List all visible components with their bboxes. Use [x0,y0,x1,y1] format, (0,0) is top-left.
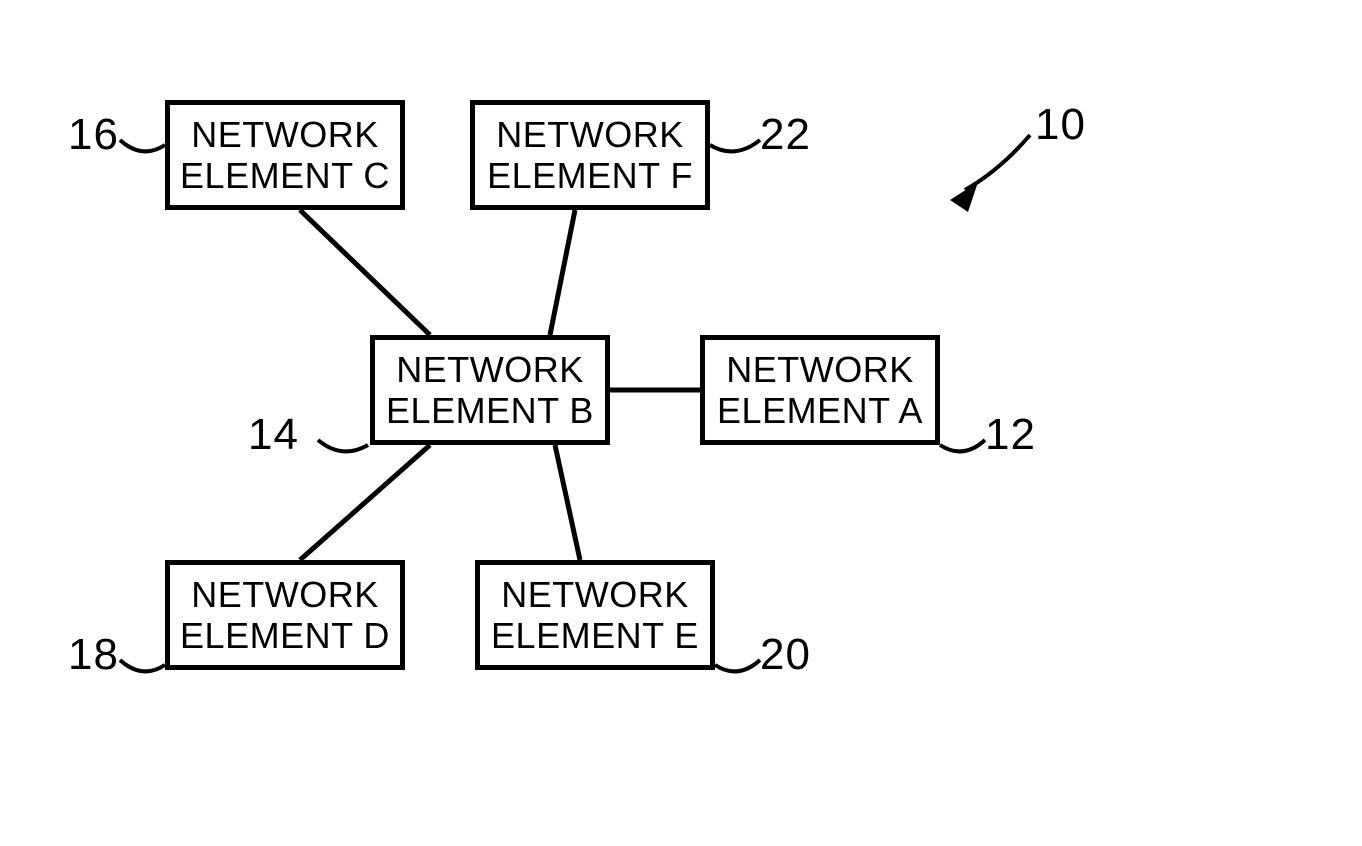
leader-22 [710,140,760,151]
ref-22: 22 [760,110,811,160]
leader-18 [120,660,165,671]
node-network-element-b: NETWORKELEMENT B [370,335,610,445]
ref-10: 10 [1035,100,1086,150]
node-network-element-d: NETWORKELEMENT D [165,560,405,670]
node-label-c: NETWORKELEMENT C [180,114,390,197]
node-network-element-c: NETWORKELEMENT C [165,100,405,210]
ref-12: 12 [985,410,1036,460]
leader-14 [318,440,368,451]
node-network-element-f: NETWORKELEMENT F [470,100,710,210]
node-label-d: NETWORKELEMENT D [180,574,390,657]
edge-b-c [300,210,430,335]
leader-16 [120,140,165,151]
edge-b-e [555,445,580,560]
leader-20 [715,660,760,671]
ref-14: 14 [248,410,299,460]
node-network-element-a: NETWORKELEMENT A [700,335,940,445]
edge-b-f [550,210,575,335]
arrowhead-10 [950,182,978,212]
node-label-f: NETWORKELEMENT F [487,114,693,197]
leader-10 [965,135,1030,190]
node-label-b: NETWORKELEMENT B [386,349,594,432]
ref-20: 20 [760,630,811,680]
node-label-a: NETWORKELEMENT A [717,349,923,432]
node-network-element-e: NETWORKELEMENT E [475,560,715,670]
ref-16: 16 [68,110,119,160]
ref-18: 18 [68,630,119,680]
edge-b-d [300,445,430,560]
node-label-e: NETWORKELEMENT E [491,574,699,657]
leader-12 [940,440,985,451]
